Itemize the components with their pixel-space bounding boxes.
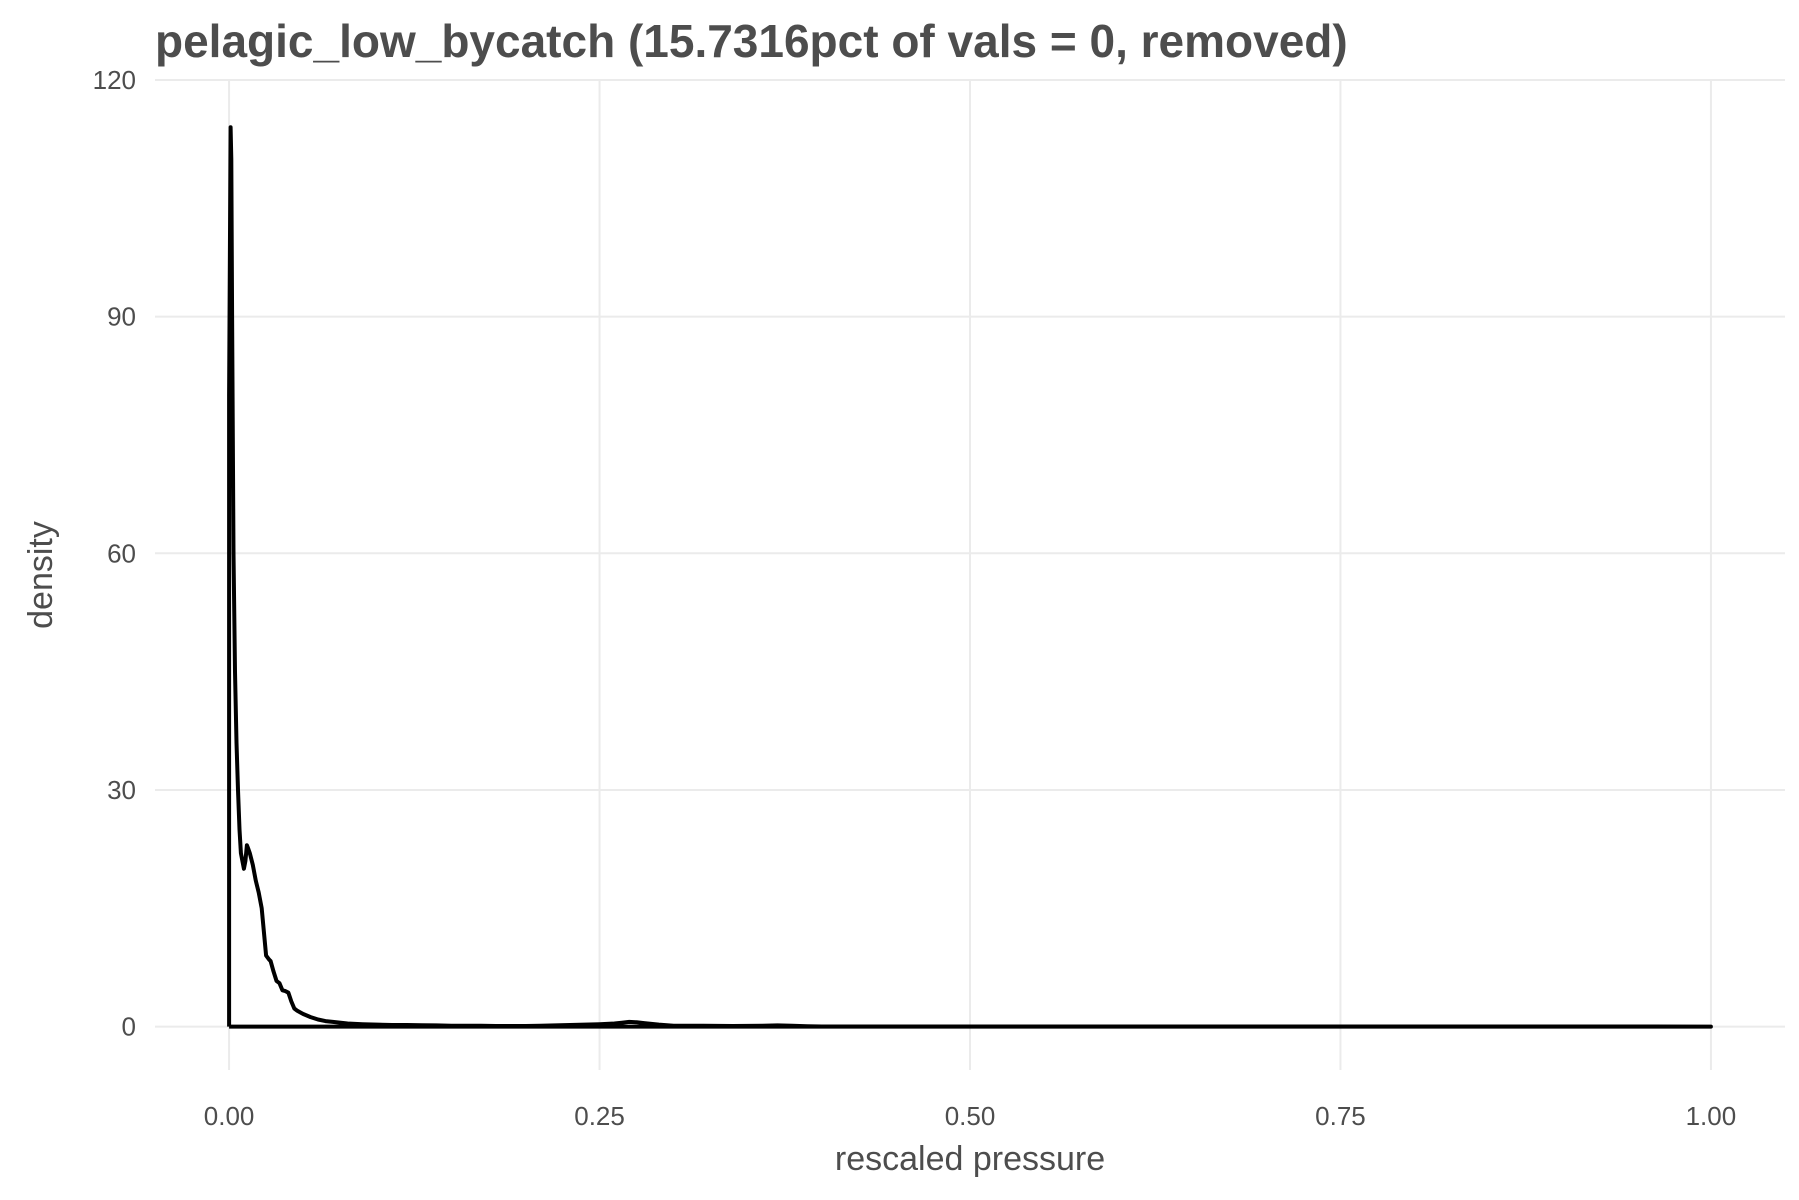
y-tick-label: 60 [107, 538, 136, 568]
chart-title: pelagic_low_bycatch (15.7316pct of vals … [155, 15, 1348, 67]
x-tick-label: 1.00 [1686, 1101, 1737, 1131]
x-tick-label: 0.75 [1315, 1101, 1366, 1131]
tick-labels: 0.00 0.25 0.50 0.75 1.00 0 30 60 90 120 [93, 65, 1737, 1131]
density-line [227, 125, 1713, 1029]
y-tick-label: 120 [93, 65, 136, 95]
y-axis-title: density [22, 521, 60, 629]
grid-lines [155, 79, 1785, 1070]
x-tick-label: 0.50 [945, 1101, 996, 1131]
x-tick-label: 0.25 [574, 1101, 625, 1131]
x-tick-label: 0.00 [204, 1101, 255, 1131]
x-axis-title: rescaled pressure [835, 1140, 1105, 1178]
y-tick-label: 90 [107, 302, 136, 332]
y-tick-label: 0 [122, 1012, 136, 1042]
y-tick-label: 30 [107, 775, 136, 805]
